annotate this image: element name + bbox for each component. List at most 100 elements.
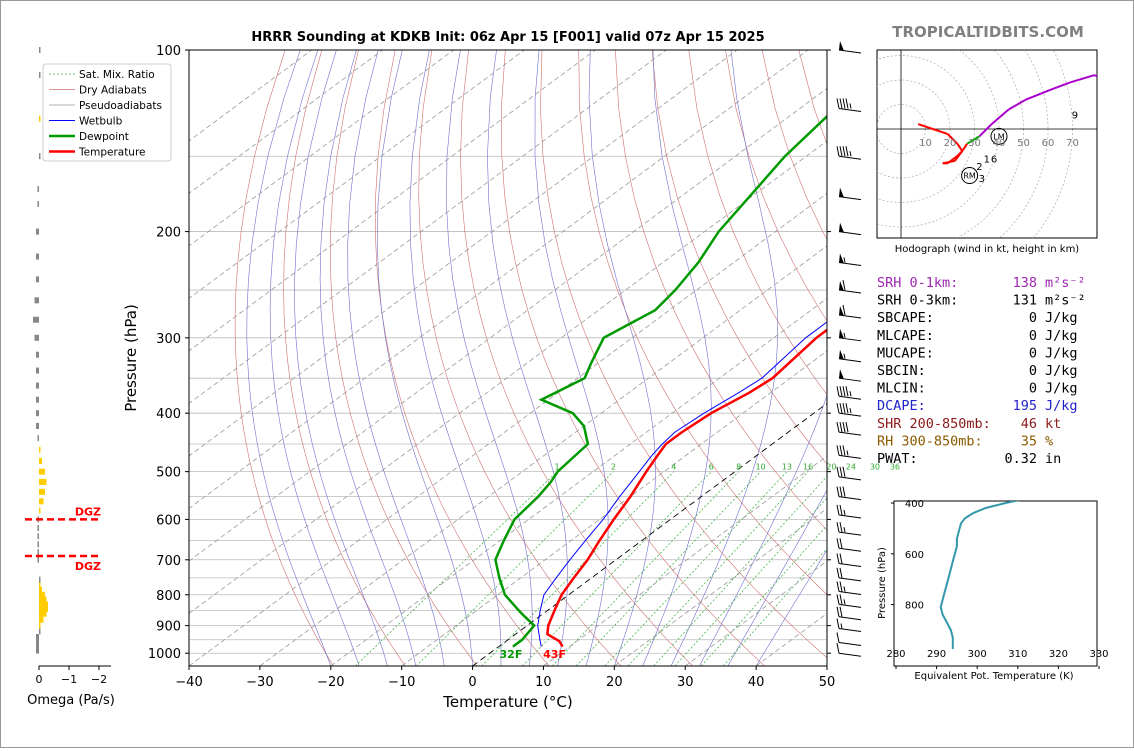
index-label: MLCIN: xyxy=(877,381,926,397)
wind-barb-full xyxy=(836,445,840,456)
wind-barb-full xyxy=(839,486,843,497)
wind-barb-full xyxy=(839,504,843,516)
x-tick-label: −40 xyxy=(175,675,202,690)
index-unit: in xyxy=(1045,451,1061,467)
omega-bar xyxy=(39,507,41,514)
wind-barb-full xyxy=(839,445,843,456)
index-value: 0 xyxy=(1029,363,1037,379)
dry-adiabat-line xyxy=(329,50,478,666)
mixing-ratio-label: 24 xyxy=(846,463,856,472)
wind-barb-full xyxy=(842,304,846,316)
index-unit: J/kg xyxy=(1045,363,1078,379)
hodograph-ring-labels: 10 20 30 40 50 60 70 xyxy=(919,138,1079,149)
mixing-ratio-label: 10 xyxy=(755,463,765,472)
wind-barb-full xyxy=(842,98,846,109)
dry-adiabat-line xyxy=(725,50,827,322)
surface-dewpoint-label: 32F xyxy=(500,648,523,661)
hodograph-segment xyxy=(932,128,948,135)
wind-barb-flag xyxy=(839,187,844,198)
index-label: SBCIN: xyxy=(877,363,926,379)
wind-barb-full xyxy=(845,98,849,109)
index-value: 138 xyxy=(1013,275,1037,291)
wind-barb-full xyxy=(839,594,843,605)
skewt-background xyxy=(189,50,827,666)
omega-tick-label: −1 xyxy=(61,673,77,686)
storm-motion-label: LM xyxy=(993,132,1004,141)
y-tick-label: 800 xyxy=(156,589,181,604)
wind-barb xyxy=(836,466,862,481)
hodograph-ring-label: 70 xyxy=(1066,138,1079,149)
omega-bar xyxy=(36,351,39,358)
wind-barb xyxy=(836,538,862,552)
theta-y-tick-label: 800 xyxy=(905,601,924,612)
theta-y-tick-label: 600 xyxy=(905,550,924,561)
hodograph-segment xyxy=(1129,92,1133,97)
x-tick-label: 0 xyxy=(468,675,476,690)
y-tick-label: 700 xyxy=(156,554,181,569)
skewt-x-label: Temperature (°C) xyxy=(442,693,572,711)
hodograph-segment xyxy=(1104,80,1111,90)
hodograph-segment xyxy=(1008,98,1027,111)
wind-barb-staff xyxy=(838,590,862,595)
dry-adiabat-line xyxy=(374,50,550,666)
wind-barb-staff xyxy=(838,431,862,436)
index-value: 195 xyxy=(1013,398,1037,414)
wind-barb-full xyxy=(839,567,843,578)
omega-bar xyxy=(39,478,47,485)
mixing-ratio-label: 30 xyxy=(870,463,880,472)
wind-barb-flag xyxy=(839,306,844,317)
wind-barb-staff xyxy=(838,107,862,112)
wind-barb-full xyxy=(836,522,840,533)
wind-barb-full xyxy=(836,98,840,109)
mixing-ratio-labels: 1 2 4 6 8 10 13 16 20 24 30 36 xyxy=(555,463,900,472)
index-value: 131 xyxy=(1013,293,1037,309)
dry-adiabats xyxy=(234,50,827,666)
legend-entry: Dry Adiabats xyxy=(79,85,147,97)
mixing-ratio-label: 8 xyxy=(736,463,741,472)
wind-barb-full xyxy=(836,538,840,549)
dry-adiabat-line xyxy=(500,50,765,666)
omega-bar xyxy=(37,186,39,193)
omega-bar xyxy=(36,643,39,650)
hodograph-ring-label: 20 xyxy=(944,138,957,149)
index-label: SHR 200-850mb: xyxy=(877,416,991,432)
x-tick-label: 10 xyxy=(535,675,552,690)
wind-barb-half xyxy=(840,623,843,629)
wind-barb xyxy=(836,567,862,582)
wind-barb-full xyxy=(836,606,840,617)
wind-barb-full xyxy=(836,386,840,397)
wind-barb-full xyxy=(842,386,846,397)
theta-e-x-ticks: 280 290 300 310 320 330 xyxy=(886,649,1109,669)
legend-entry: Pseudoadiabats xyxy=(79,100,162,112)
wind-barb-half xyxy=(843,353,846,359)
wind-barb-full xyxy=(839,403,843,414)
hodograph-ring-label: 30 xyxy=(968,138,981,149)
wind-barb-staff xyxy=(838,155,862,160)
storm-motion-label: RM xyxy=(963,172,976,181)
wind-barb-full xyxy=(836,567,840,578)
hodograph-segment xyxy=(1050,81,1071,91)
hodograph-segment xyxy=(1109,95,1114,105)
isotherm-line xyxy=(259,245,827,666)
wind-barb xyxy=(836,504,862,519)
hodograph-storm-motion: LM RM xyxy=(961,127,1008,185)
wind-barb xyxy=(836,618,862,633)
wind-barb-full xyxy=(836,594,840,605)
wind-barbs xyxy=(836,41,862,657)
y-tick-label: 500 xyxy=(156,466,181,481)
wind-barb-full xyxy=(836,632,840,643)
wind-barb-full xyxy=(842,486,846,497)
mixing-ratio-line xyxy=(575,471,761,666)
omega-bar xyxy=(37,549,39,556)
hodograph-height-label: 6 xyxy=(991,154,997,165)
omega-bar xyxy=(39,586,42,593)
hodograph-segment xyxy=(1025,88,1051,101)
mixing-ratio-label: 2 xyxy=(611,463,616,472)
wind-barb-staff xyxy=(838,496,862,501)
omega-bar xyxy=(39,446,41,453)
omega-bar xyxy=(36,253,39,260)
skewt-x-ticks: −40 −30 −20 −10 0 10 20 30 40 50 xyxy=(175,666,835,690)
hodograph-height-label: 3 xyxy=(979,174,985,185)
hodograph-segment xyxy=(946,133,959,145)
